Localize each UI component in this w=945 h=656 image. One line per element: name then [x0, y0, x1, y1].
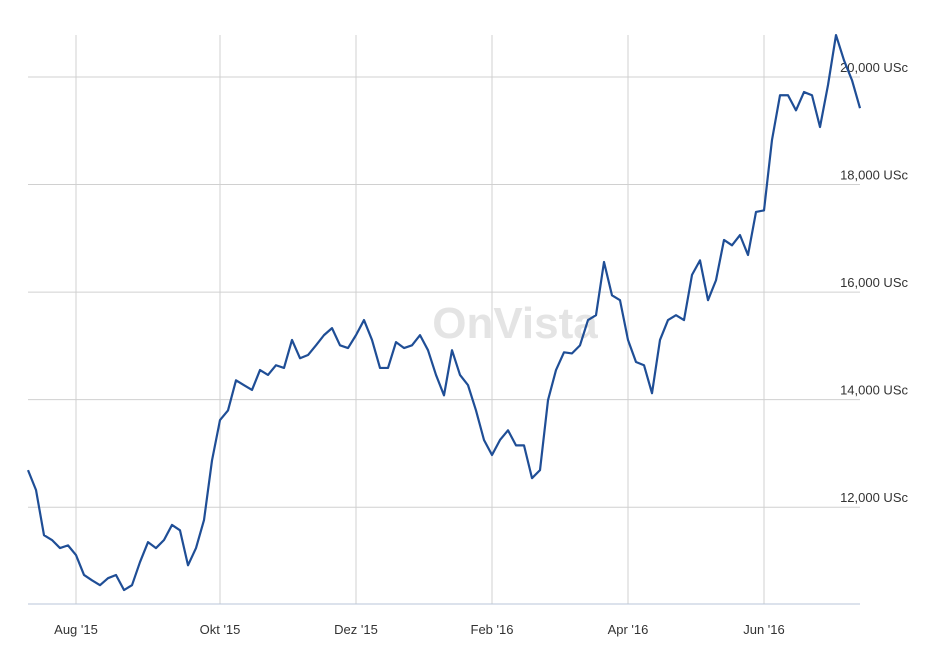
y-tick-label: 18,000 USc	[840, 168, 908, 183]
y-tick-label: 12,000 USc	[840, 490, 908, 505]
x-tick-label: Dez '15	[334, 622, 378, 637]
x-tick-label: Okt '15	[200, 622, 241, 637]
x-tick-label: Apr '16	[608, 622, 649, 637]
y-tick-label: 14,000 USc	[840, 383, 908, 398]
price-line	[26, 33, 862, 592]
y-tick-label: 16,000 USc	[840, 275, 908, 290]
watermark: OnVista	[432, 299, 598, 348]
x-tick-label: Jun '16	[743, 622, 785, 637]
x-tick-label: Aug '15	[54, 622, 98, 637]
x-tick-label: Feb '16	[471, 622, 514, 637]
y-tick-label: 20,000 USc	[840, 60, 908, 75]
